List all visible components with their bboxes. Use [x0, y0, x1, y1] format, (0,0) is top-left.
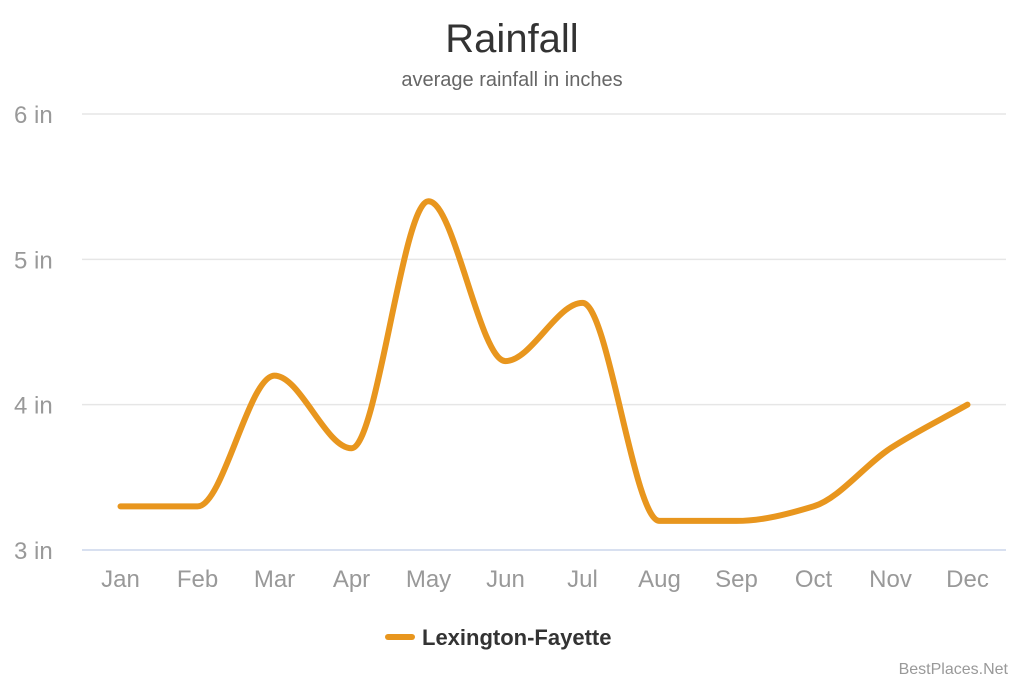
x-tick-label: Nov	[869, 566, 912, 593]
x-axis-tick-labels: Jan Feb Mar Apr May Jun Jul Aug Sep Oct Nov Dec	[101, 566, 989, 593]
data-point[interactable]	[579, 299, 587, 307]
credit-label[interactable]: BestPlaces.Net	[899, 661, 1009, 678]
x-tick-label: Jul	[567, 566, 598, 593]
data-point[interactable]	[502, 357, 510, 365]
y-tick-label: 3 in	[14, 538, 53, 565]
x-tick-label: Sep	[715, 566, 758, 593]
y-axis-tick-labels: 3 in 4 in 5 in 6 in	[14, 102, 53, 565]
series-line-0[interactable]	[117, 198, 971, 524]
x-tick-label: Aug	[638, 566, 681, 593]
x-tick-label: May	[406, 566, 451, 593]
data-point[interactable]	[117, 502, 125, 510]
data-point[interactable]	[810, 502, 818, 510]
y-tick-label: 6 in	[14, 102, 53, 129]
data-point[interactable]	[194, 502, 202, 510]
y-tick-label: 5 in	[14, 247, 53, 274]
data-point[interactable]	[348, 444, 356, 452]
x-tick-label: Oct	[795, 566, 833, 593]
x-tick-label: Apr	[333, 566, 370, 593]
series-lines	[117, 197, 972, 525]
data-point[interactable]	[271, 372, 279, 380]
data-point[interactable]	[733, 517, 741, 525]
data-point[interactable]	[656, 517, 664, 525]
chart-title: Rainfall	[445, 17, 578, 61]
x-tick-label: Mar	[254, 566, 295, 593]
x-tick-label: Feb	[177, 566, 218, 593]
x-tick-label: Jan	[101, 566, 140, 593]
legend[interactable]: Lexington-Fayette	[385, 625, 611, 650]
data-point[interactable]	[425, 197, 433, 205]
chart-subtitle: average rainfall in inches	[401, 69, 622, 91]
data-point[interactable]	[887, 444, 895, 452]
x-tick-label: Jun	[486, 566, 525, 593]
legend-label[interactable]: Lexington-Fayette	[422, 625, 611, 650]
grid-lines	[82, 113, 1006, 551]
x-tick-label: Dec	[946, 566, 989, 593]
data-point[interactable]	[964, 401, 972, 409]
y-tick-label: 4 in	[14, 393, 53, 420]
